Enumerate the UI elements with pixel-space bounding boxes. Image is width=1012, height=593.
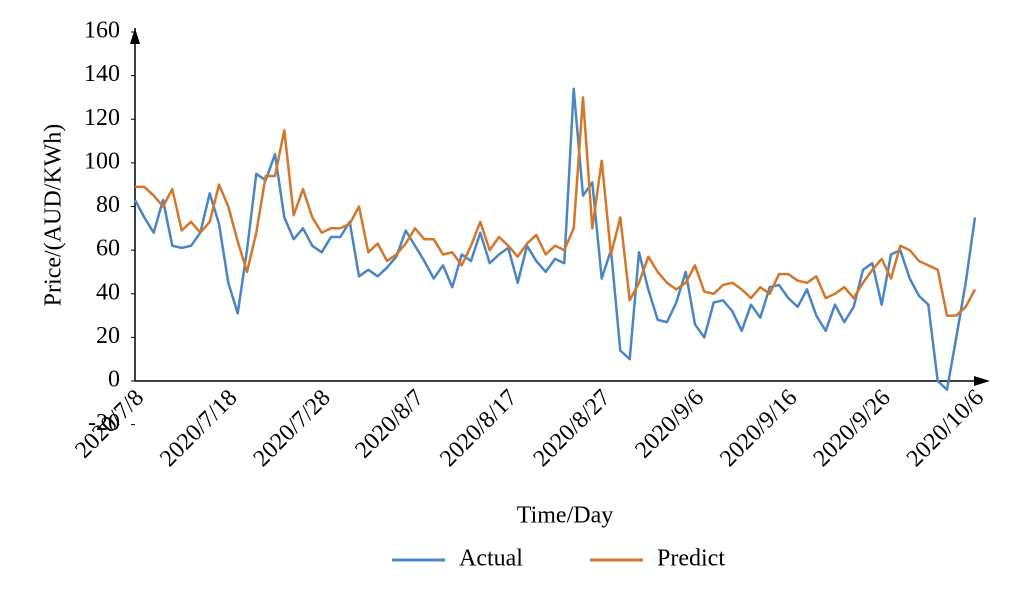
x-tick-label: 2020/8/27	[529, 385, 616, 472]
y-tick-label: 80	[96, 192, 120, 218]
x-axis-arrow	[974, 376, 990, 386]
y-axis-label: Price/(AUD/KWh)	[41, 124, 67, 307]
x-tick-label: 2020/9/6	[630, 385, 709, 464]
series-line	[135, 96, 977, 317]
y-tick-label: 160	[84, 18, 120, 44]
x-tick-label: 2020/7/18	[155, 385, 242, 472]
y-tick-label: 140	[84, 61, 120, 87]
x-tick-label: 2020/9/26	[809, 385, 896, 472]
y-tick-label: -20	[88, 410, 120, 436]
x-axis-label: Time/Day	[517, 503, 613, 529]
y-tick-label: 20	[96, 323, 120, 349]
x-tick-label: 2020/8/7	[350, 385, 429, 464]
x-tick-label: 2020/7/28	[249, 385, 336, 472]
x-tick-label: 2020/10/6	[902, 385, 989, 472]
y-tick-label: 0	[108, 367, 120, 393]
x-tick-label: 2020/9/16	[715, 385, 802, 472]
legend-label: Actual	[459, 546, 523, 572]
legend-label: Predict	[657, 546, 725, 572]
y-tick-label: 120	[84, 105, 120, 131]
x-tick-label: 2020/7/8	[70, 385, 149, 464]
series-line	[133, 87, 977, 391]
y-tick-label: 60	[96, 236, 120, 262]
x-tick-label: 2020/8/17	[435, 385, 522, 472]
y-tick-label: 40	[96, 279, 120, 305]
y-tick-label: 100	[84, 148, 120, 174]
